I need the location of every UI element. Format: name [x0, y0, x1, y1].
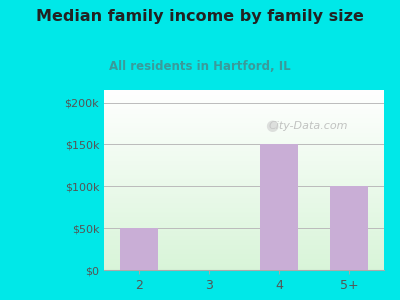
- Bar: [330, 186, 368, 270]
- Text: All residents in Hartford, IL: All residents in Hartford, IL: [109, 60, 291, 73]
- Text: City-Data.com: City-Data.com: [269, 121, 348, 131]
- Bar: [120, 228, 158, 270]
- Text: ●: ●: [265, 118, 279, 134]
- Bar: [260, 144, 298, 270]
- Text: Median family income by family size: Median family income by family size: [36, 9, 364, 24]
